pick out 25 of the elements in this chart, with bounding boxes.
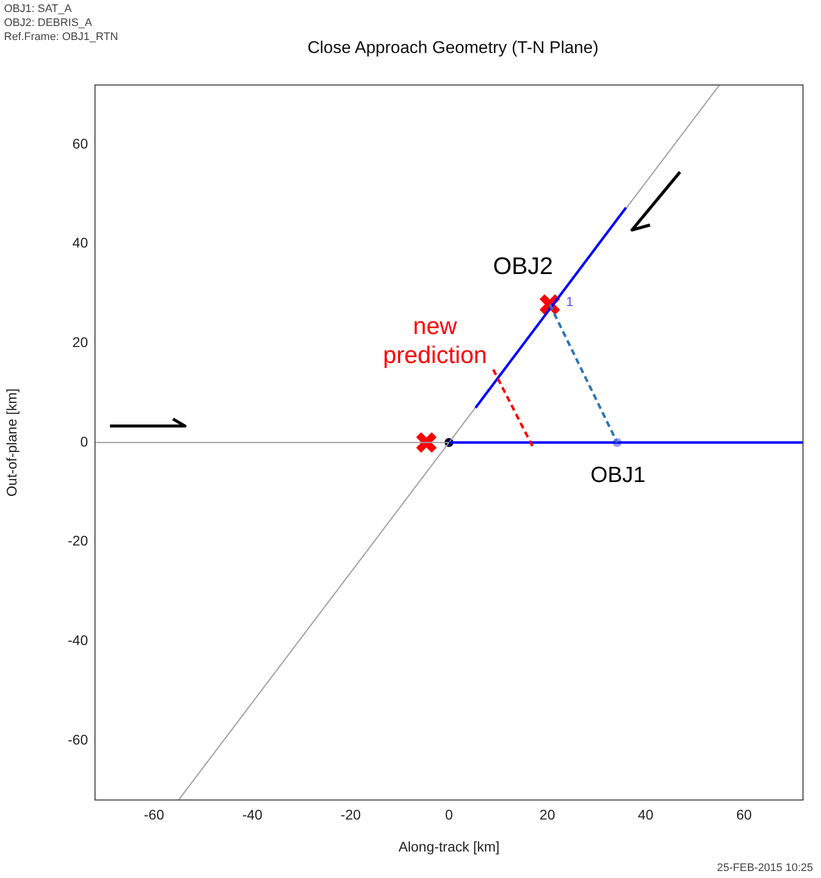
annotation: OBJ2 xyxy=(492,253,554,282)
chart-title: Close Approach Geometry (T-N Plane) xyxy=(307,38,598,57)
text: OBJ2: DEBRIS_A xyxy=(4,16,94,30)
y-tick-label: -40 xyxy=(68,632,88,648)
annotation: 1 xyxy=(566,294,574,310)
x-tick-label: -60 xyxy=(144,806,164,822)
x-tick-label: 60 xyxy=(736,806,752,822)
x-tick-label: 0 xyxy=(445,806,454,822)
x-tick-label: -20 xyxy=(340,806,361,822)
y-axis-title: Out-of-plane [km] xyxy=(3,388,20,497)
text: OBJ1: SAT_A xyxy=(4,2,73,16)
x-axis-title: Along-track [km] xyxy=(398,838,500,854)
text: 25-FEB-2015 10:25 xyxy=(716,862,813,874)
annotation: new prediction xyxy=(382,313,488,371)
y-tick-label: 0 xyxy=(80,433,88,450)
y-tick-label: -20 xyxy=(68,532,88,549)
text: Ref.Frame: OBJ1_RTN xyxy=(4,30,118,44)
y-tick-label: -60 xyxy=(68,731,88,748)
x-tick-label: -40 xyxy=(242,806,263,822)
y-tick-label: 40 xyxy=(72,234,88,251)
annotation: OBJ1 xyxy=(589,462,647,488)
y-tick-label: 60 xyxy=(72,135,88,152)
y-tick-label: 20 xyxy=(72,334,88,350)
x-tick-label: 20 xyxy=(540,806,556,822)
x-tick-label: 40 xyxy=(638,806,654,822)
